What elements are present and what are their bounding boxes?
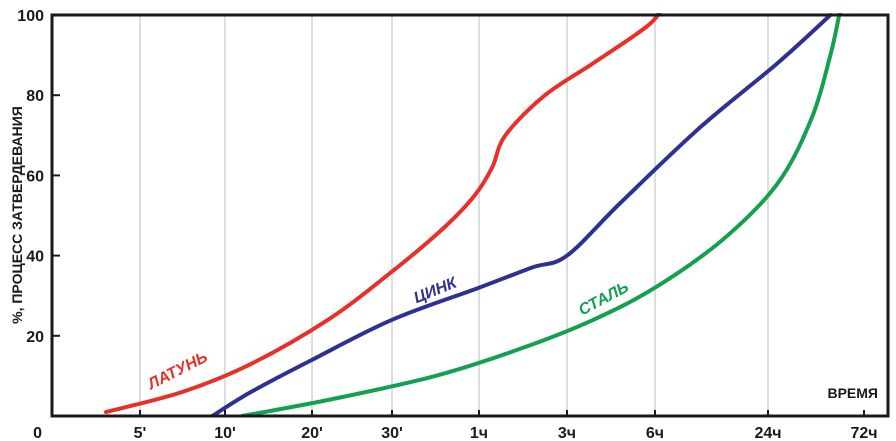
x-tick-label: 72ч xyxy=(850,425,877,441)
x-tick-label: 1ч xyxy=(470,425,488,441)
x-tick-label: 30' xyxy=(381,425,403,441)
x-tick-label: 3ч xyxy=(558,425,576,441)
x-tick-label: 10' xyxy=(214,425,236,441)
y-tick-label: 20 xyxy=(26,329,44,346)
series-line-2 xyxy=(242,11,840,416)
y-axis-title: %, ПРОЦЕСС ЗАТВЕРДЕВАНИЯ xyxy=(9,106,25,324)
series-line-0 xyxy=(106,11,661,412)
x-tick-label: 6ч xyxy=(646,425,664,441)
y-tick-label: 60 xyxy=(26,168,44,185)
y-tick-label: 100 xyxy=(17,8,44,25)
y-tick-label: 80 xyxy=(26,88,44,105)
y-tick-label: 40 xyxy=(26,249,44,266)
x-tick-label: 24ч xyxy=(754,425,781,441)
series-line-1 xyxy=(212,15,830,416)
x-tick-label: 20' xyxy=(301,425,323,441)
x-tick-label: 5' xyxy=(134,425,147,441)
series-lines xyxy=(106,11,840,416)
y-tick-label: 0 xyxy=(33,425,42,441)
x-axis-title: ВРЕМЯ xyxy=(827,385,878,401)
